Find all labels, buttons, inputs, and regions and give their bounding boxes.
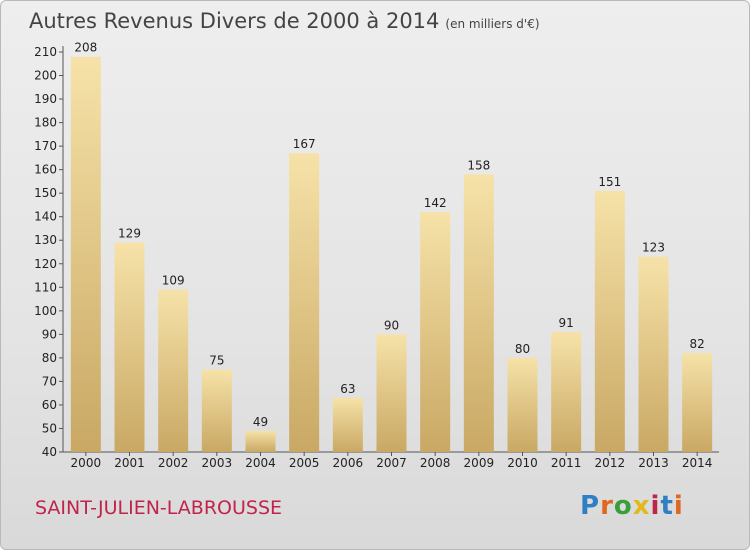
bar-2012 [594,190,625,452]
logo-letter: i [673,491,684,521]
y-tick-label: 140 [34,210,57,224]
bar-2010 [507,357,538,452]
x-tick-label: 2013 [638,456,669,470]
y-tick-label: 200 [34,69,57,83]
logo-letter: P [580,491,601,521]
y-tick-label: 100 [34,304,57,318]
chart-title-text: Autres Revenus Divers de 2000 à 2014 [29,9,440,33]
y-tick-label: 170 [34,139,57,153]
bar-value-label: 109 [162,274,185,288]
chart-subtitle: (en milliers d'€) [445,17,540,31]
logo-letter: t [660,491,674,521]
y-tick-label: 80 [42,351,57,365]
bar-value-label: 80 [515,342,530,356]
y-tick-label: 110 [34,280,57,294]
bar-value-label: 63 [340,382,355,396]
x-tick-label: 2002 [158,456,189,470]
bar-2006 [332,397,363,452]
x-tick-label: 2004 [245,456,276,470]
x-tick-label: 2001 [114,456,145,470]
logo-letter: i [650,491,661,521]
x-tick-label: 2006 [333,456,364,470]
chart-title: Autres Revenus Divers de 2000 à 2014 (en … [29,9,540,33]
bar-2013 [638,256,669,452]
x-tick-label: 2005 [289,456,320,470]
y-tick-label: 190 [34,92,57,106]
y-tick-label: 90 [42,327,57,341]
bar-value-label: 142 [424,196,447,210]
x-tick-label: 2000 [71,456,102,470]
x-tick-label: 2012 [595,456,626,470]
logo-letter: x [632,491,651,521]
bar-2008 [420,212,451,452]
bar-value-label: 129 [118,227,141,241]
y-tick-label: 50 [42,421,57,435]
bar-2007 [376,334,407,452]
bar-2001 [114,242,145,452]
bar-2000 [70,56,101,453]
y-tick-label: 180 [34,116,57,130]
y-tick-label: 130 [34,233,57,247]
y-tick-label: 60 [42,398,57,412]
y-tick-label: 120 [34,257,57,271]
y-tick-label: 160 [34,163,57,177]
bar-value-label: 167 [293,137,316,151]
bar-value-label: 91 [559,316,574,330]
bar-value-label: 151 [598,175,621,189]
x-tick-label: 2011 [551,456,582,470]
y-tick-label: 40 [42,445,57,459]
location-name: SAINT-JULIEN-LABROUSSE [35,497,283,519]
x-tick-label: 2009 [464,456,495,470]
y-tick-label: 70 [42,374,57,388]
bar-value-label: 123 [642,241,665,255]
y-tick-label: 150 [34,186,57,200]
proxiti-logo: Proxiti [580,491,684,521]
bar-2009 [463,174,494,452]
bar-value-label: 75 [209,354,224,368]
y-tick-label: 210 [34,45,57,59]
bar-value-label: 90 [384,318,399,332]
bar-2014 [682,353,713,452]
bar-value-label: 49 [253,415,268,429]
x-tick-label: 2014 [682,456,713,470]
bar-2005 [289,153,320,453]
bar-value-label: 208 [74,41,97,55]
x-tick-label: 2008 [420,456,451,470]
bar-value-label: 82 [690,337,705,351]
bar-2003 [201,369,232,452]
bar-value-label: 158 [467,158,490,172]
logo-letter: r [600,491,614,521]
x-tick-label: 2007 [376,456,407,470]
bar-2004 [245,430,276,452]
bar-2002 [158,289,189,452]
logo-letter: o [613,491,633,521]
bar-2011 [551,332,582,452]
x-tick-label: 2003 [202,456,233,470]
x-tick-label: 2010 [507,456,538,470]
